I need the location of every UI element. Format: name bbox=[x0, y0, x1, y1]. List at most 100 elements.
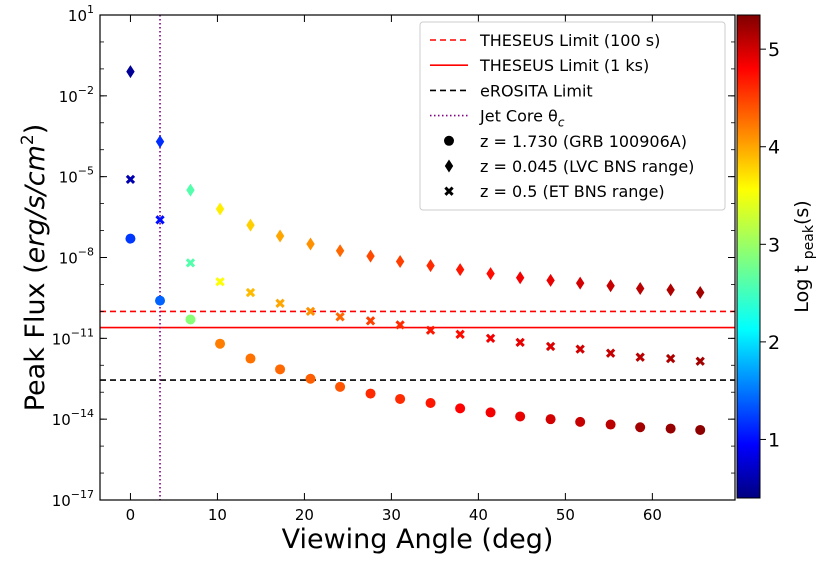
data-point bbox=[335, 244, 345, 258]
colorbar-tick-label: 1 bbox=[768, 429, 780, 451]
data-point bbox=[275, 298, 285, 308]
y-axis-title: Peak Flux (erg/s/cm2) bbox=[18, 124, 51, 412]
colorbar: 1 2 3 4 5 Log t peak(s) bbox=[736, 14, 817, 499]
data-point bbox=[545, 341, 556, 352]
colorbar-tick-label: 2 bbox=[768, 332, 780, 354]
data-point bbox=[365, 316, 376, 326]
legend-marker bbox=[444, 186, 454, 196]
colorbar-title: Log t peak(s) bbox=[791, 200, 817, 312]
data-point bbox=[246, 218, 255, 232]
legend-label: THESEUS Limit (100 s) bbox=[479, 31, 660, 50]
series-grb-100906a bbox=[125, 233, 706, 435]
legend-item: z = 0.045 (LVC BNS range) bbox=[444, 157, 694, 176]
legend: THESEUS Limit (100 s) THESEUS Limit (1 ks… bbox=[419, 21, 726, 211]
legend-item: z = 0.5 (ET BNS range) bbox=[444, 182, 665, 201]
data-point bbox=[335, 381, 346, 392]
data-point bbox=[515, 411, 526, 422]
legend-label: z = 0.5 (ET BNS range) bbox=[480, 182, 665, 201]
data-point bbox=[546, 273, 555, 287]
data-point bbox=[665, 423, 676, 434]
series-lvc-bns bbox=[126, 65, 705, 300]
data-point bbox=[665, 353, 676, 364]
x-tick-label: 0 bbox=[126, 506, 136, 524]
legend-label: z = 0.045 (LVC BNS range) bbox=[480, 157, 694, 176]
data-point bbox=[696, 286, 705, 300]
data-point bbox=[305, 373, 316, 384]
legend-label: eROSITA Limit bbox=[480, 81, 593, 100]
data-point bbox=[126, 65, 135, 79]
colorbar-gradient bbox=[736, 14, 761, 499]
data-point bbox=[455, 403, 466, 414]
x-tick-label: 10 bbox=[208, 506, 227, 524]
data-point bbox=[695, 356, 705, 366]
colorbar-tick-label: 3 bbox=[768, 234, 780, 256]
data-point bbox=[606, 279, 615, 293]
data-point bbox=[335, 312, 345, 322]
x-axis-title: Viewing Angle (deg) bbox=[282, 524, 554, 555]
data-point bbox=[635, 281, 645, 295]
data-point bbox=[365, 388, 376, 399]
y-tick-label: 10−17 bbox=[52, 488, 94, 510]
data-point bbox=[425, 398, 436, 408]
legend-item: eROSITA Limit bbox=[430, 81, 593, 100]
x-tick-label: 40 bbox=[469, 506, 488, 524]
legend-label: Jet Core θc bbox=[479, 107, 565, 130]
y-tick-label: 10−11 bbox=[52, 326, 94, 348]
data-point bbox=[545, 414, 556, 425]
legend-marker bbox=[444, 159, 454, 173]
data-point bbox=[426, 259, 435, 273]
data-point bbox=[215, 277, 225, 287]
data-point bbox=[515, 271, 525, 285]
data-point bbox=[695, 424, 706, 435]
data-point bbox=[395, 393, 406, 404]
y-tick-label: 10−8 bbox=[59, 246, 94, 268]
data-point bbox=[605, 348, 616, 358]
data-point bbox=[155, 215, 165, 225]
axes: 0 10 20 30 40 50 60 101 10−2 10−5 10−8 10−11 10−14 10… bbox=[18, 3, 736, 555]
data-point bbox=[245, 353, 256, 364]
data-point bbox=[275, 229, 285, 243]
data-point bbox=[245, 287, 256, 298]
data-point bbox=[455, 329, 465, 339]
data-point bbox=[186, 183, 195, 197]
y-tick-label: 10−2 bbox=[59, 84, 94, 106]
data-point bbox=[575, 344, 585, 354]
data-point bbox=[575, 276, 585, 290]
data-point bbox=[485, 333, 496, 343]
legend-marker bbox=[444, 135, 454, 146]
data-point bbox=[275, 364, 286, 375]
data-point bbox=[305, 306, 316, 317]
legend-box bbox=[419, 21, 726, 211]
legend-item: THESEUS Limit (100 s) bbox=[430, 31, 660, 50]
data-point bbox=[395, 255, 405, 269]
legend-label: z = 1.730 (GRB 100906A) bbox=[480, 132, 687, 151]
colorbar-tick-label: 4 bbox=[768, 137, 780, 159]
data-point bbox=[155, 295, 166, 306]
data-point bbox=[306, 237, 315, 251]
data-point bbox=[215, 338, 226, 349]
data-point bbox=[485, 407, 496, 418]
legend-item: Jet Core θc bbox=[430, 107, 565, 130]
y-tick-label: 10−14 bbox=[52, 407, 94, 429]
data-point bbox=[155, 135, 165, 149]
legend-label: THESEUS Limit (1 ks) bbox=[479, 56, 649, 75]
data-point bbox=[515, 337, 525, 348]
data-point bbox=[125, 233, 136, 244]
x-tick-label: 60 bbox=[643, 506, 662, 524]
plot-area bbox=[100, 15, 735, 500]
data-point bbox=[605, 419, 616, 430]
data-point bbox=[185, 258, 196, 268]
legend-item: z = 1.730 (GRB 100906A) bbox=[444, 132, 687, 151]
colorbar-tick-label: 5 bbox=[768, 39, 780, 61]
y-tick-label: 101 bbox=[68, 3, 94, 25]
data-point bbox=[425, 325, 436, 335]
x-tick-label: 30 bbox=[382, 506, 401, 524]
data-point bbox=[215, 202, 225, 216]
data-point bbox=[486, 267, 495, 281]
data-point bbox=[635, 422, 646, 433]
data-point bbox=[125, 174, 136, 185]
x-tick-label: 50 bbox=[556, 506, 575, 524]
data-point bbox=[395, 320, 405, 330]
data-point bbox=[455, 263, 465, 277]
